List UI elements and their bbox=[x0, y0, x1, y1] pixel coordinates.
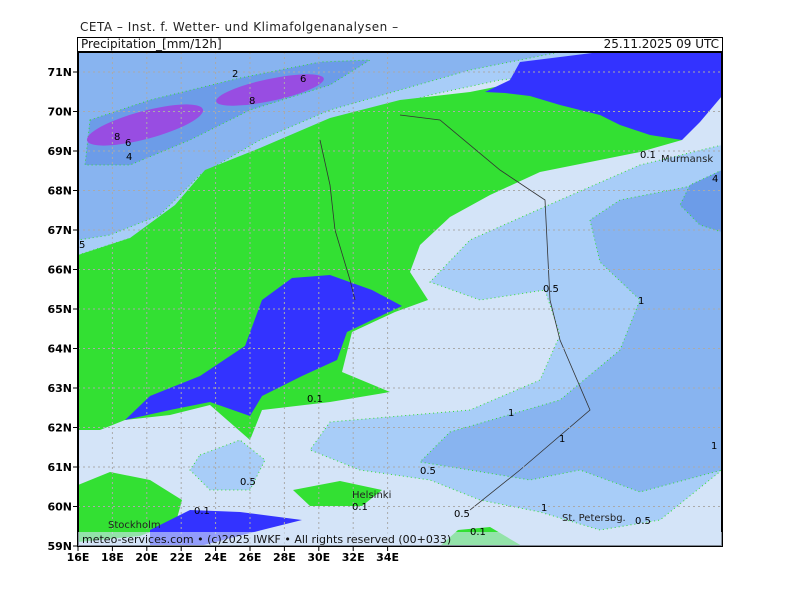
contour-label: 0.5 bbox=[454, 509, 470, 520]
valid-time: 25.11.2025 09 UTC bbox=[603, 37, 719, 51]
field-1-east bbox=[418, 179, 722, 493]
contour-label: 2 bbox=[232, 69, 238, 80]
lon-tick-label: 22E bbox=[170, 551, 193, 564]
lon-tick-label: 30E bbox=[307, 551, 330, 564]
contour-label: 8 bbox=[249, 96, 255, 107]
lat-tick-label: 61N bbox=[47, 461, 72, 474]
copyright-text: meteo-services.com • (c)2025 IWKF • All … bbox=[82, 533, 451, 546]
contour-label: 0.5 bbox=[420, 466, 436, 477]
contour-label: 0.1 bbox=[640, 150, 656, 161]
city-labels: Murmansk Helsinki Stockholm St. Petersbg… bbox=[108, 154, 713, 531]
lon-tick-label: 34E bbox=[376, 551, 399, 564]
lat-tick-label: 60N bbox=[47, 501, 72, 514]
contour-label: 0.1 bbox=[307, 394, 323, 405]
footer-band bbox=[78, 532, 722, 546]
contour-label: 0.5 bbox=[240, 477, 256, 488]
map-fields bbox=[78, 52, 722, 546]
field-8-east bbox=[216, 74, 324, 106]
contour-label: 4 bbox=[126, 152, 132, 163]
contour-label: 6 bbox=[125, 138, 131, 149]
field-max-barents bbox=[485, 52, 722, 140]
lat-tick-label: 66N bbox=[47, 264, 72, 277]
field-1-west bbox=[189, 439, 266, 491]
lon-tick-label: 20E bbox=[135, 551, 158, 564]
institute-title: CETA – Inst. f. Wetter- und Klimafolgena… bbox=[80, 20, 399, 34]
contour-label: 4 bbox=[712, 174, 718, 185]
contour-label: 5 bbox=[79, 240, 85, 251]
contour-label: 1 bbox=[508, 408, 514, 419]
city-helsinki: Helsinki bbox=[352, 490, 391, 501]
lon-tick-label: 16E bbox=[67, 551, 90, 564]
contour-labels: 2 6 8 8 6 4 5 0.1 4 0.5 1 0.1 1 1 1 0.5 … bbox=[79, 69, 718, 538]
contour-label: 0.1 bbox=[194, 506, 210, 517]
lon-tick-label: 32E bbox=[342, 551, 365, 564]
contour-label: 0.1 bbox=[470, 527, 486, 538]
lon-tick-label: 24E bbox=[204, 551, 227, 564]
contour-label: 1 bbox=[638, 296, 644, 307]
city-murmansk: Murmansk bbox=[661, 154, 713, 165]
lat-tick-label: 62N bbox=[47, 422, 72, 435]
lat-tick-label: 64N bbox=[47, 343, 72, 356]
grid bbox=[78, 52, 722, 546]
field-2-east bbox=[679, 169, 722, 233]
lat-tick-label: 70N bbox=[47, 106, 72, 119]
lat-tick-label: 59N bbox=[47, 540, 72, 553]
contour-label: 1 bbox=[559, 434, 565, 445]
lat-tick-label: 65N bbox=[47, 303, 72, 316]
contour-label: 6 bbox=[300, 74, 306, 85]
lat-tick-label: 67N bbox=[47, 224, 72, 237]
field-max-bothnia bbox=[125, 275, 402, 420]
city-stockholm: Stockholm bbox=[108, 520, 161, 531]
lat-tick-label: 68N bbox=[47, 185, 72, 198]
lon-tick-label: 28E bbox=[273, 551, 296, 564]
axis-ticks: 16E 18E 20E 22E 24E 26E 28E 30E 32E 34E 71N 70N 69N 6… bbox=[47, 66, 399, 564]
contour-label: 0.5 bbox=[635, 516, 651, 527]
parameter-label: Precipitation_[mm/12h] bbox=[81, 37, 222, 51]
field-0-1-scandinavia bbox=[78, 80, 682, 440]
contour-label: 0.1 bbox=[352, 502, 368, 513]
border-line bbox=[399, 114, 591, 511]
lat-tick-label: 63N bbox=[47, 382, 72, 395]
field-8-west bbox=[86, 104, 204, 146]
lat-tick-label: 69N bbox=[47, 145, 72, 158]
lon-tick-label: 26E bbox=[239, 551, 262, 564]
contour-label: 1 bbox=[711, 441, 717, 452]
contour-label: 1 bbox=[541, 503, 547, 514]
lon-tick-label: 18E bbox=[101, 551, 124, 564]
field-0-1-helsinki bbox=[293, 481, 382, 506]
contour-label: 8 bbox=[114, 132, 120, 143]
lat-tick-label: 71N bbox=[47, 66, 72, 79]
contour-label: 0.5 bbox=[543, 284, 559, 295]
city-st-petersburg: St. Petersbg. bbox=[562, 513, 626, 524]
